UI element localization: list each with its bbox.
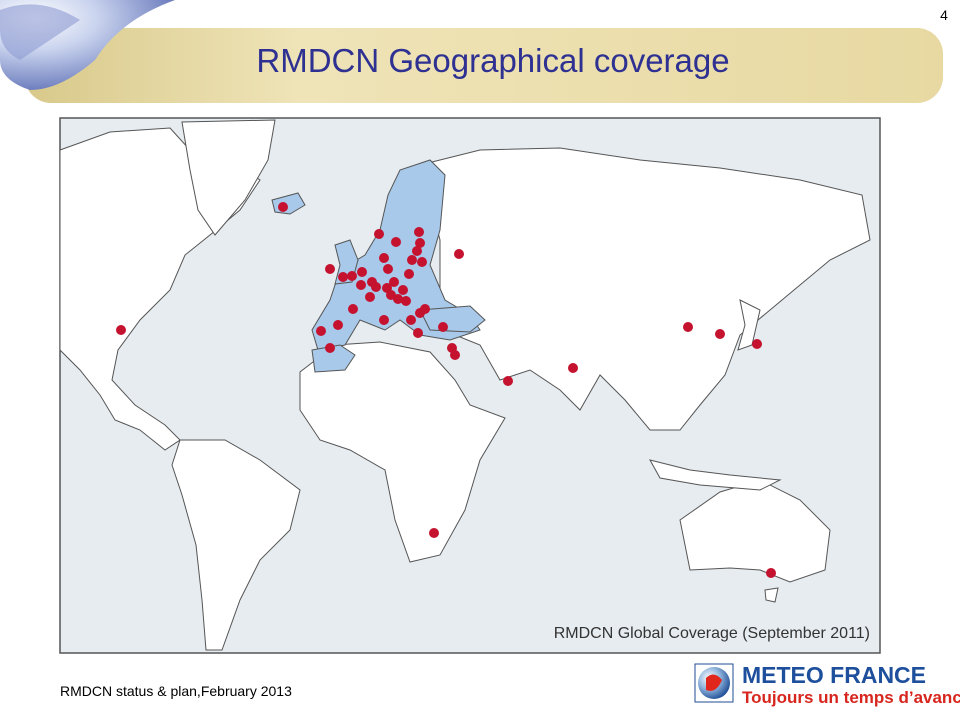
site-marker	[348, 304, 358, 314]
header-band	[25, 28, 943, 103]
greenland	[181, 119, 276, 236]
site-marker	[278, 202, 288, 212]
page-number: 4	[940, 7, 948, 23]
logo-tagline: Toujours un temps d’avance	[742, 688, 960, 707]
site-marker	[379, 315, 389, 325]
rmdcn-morocco	[311, 344, 356, 373]
site-marker	[407, 255, 417, 265]
south-america	[171, 439, 301, 651]
site-marker	[766, 568, 776, 578]
rmdcn-turkey	[419, 305, 486, 333]
indonesia	[649, 459, 782, 491]
site-marker	[356, 280, 366, 290]
site-marker	[325, 264, 335, 274]
site-marker	[454, 249, 464, 259]
japan	[737, 299, 761, 351]
site-marker	[401, 296, 411, 306]
header-swirl	[0, 4, 80, 60]
site-marker	[338, 272, 348, 282]
site-marker	[414, 227, 424, 237]
site-marker	[450, 350, 460, 360]
map-caption: RMDCN Global Coverage (September 2011)	[554, 625, 870, 642]
site-marker	[357, 267, 367, 277]
site-marker	[398, 285, 408, 295]
site-marker	[503, 376, 513, 386]
site-marker	[347, 271, 357, 281]
logo-name: METEO FRANCE	[742, 662, 926, 688]
logo-swirl	[706, 674, 722, 691]
site-marker	[415, 238, 425, 248]
site-marker	[568, 363, 578, 373]
site-marker	[413, 328, 423, 338]
site-marker	[438, 322, 448, 332]
site-marker	[429, 528, 439, 538]
tasmania	[764, 587, 779, 603]
slide-title: RMDCN Geographical coverage	[256, 42, 729, 79]
site-marker	[404, 269, 414, 279]
site-marker	[383, 264, 393, 274]
site-marker	[116, 325, 126, 335]
site-marker	[316, 326, 326, 336]
site-marker	[371, 282, 381, 292]
africa	[299, 341, 506, 563]
site-marker	[417, 257, 427, 267]
site-markers	[116, 202, 776, 578]
site-marker	[389, 277, 399, 287]
site-marker	[406, 315, 416, 325]
site-marker	[333, 320, 343, 330]
site-marker	[683, 322, 693, 332]
world-map: RMDCN Global Coverage (September 2011)	[59, 117, 881, 654]
footer-text: RMDCN status & plan,February 2013	[60, 683, 292, 699]
site-marker	[391, 237, 401, 247]
site-marker	[412, 246, 422, 256]
site-marker	[420, 304, 430, 314]
site-marker	[752, 339, 762, 349]
site-marker	[393, 294, 403, 304]
site-marker	[325, 343, 335, 353]
site-marker	[374, 229, 384, 239]
asia	[419, 147, 871, 431]
site-marker	[379, 253, 389, 263]
site-marker	[715, 329, 725, 339]
site-marker	[365, 292, 375, 302]
